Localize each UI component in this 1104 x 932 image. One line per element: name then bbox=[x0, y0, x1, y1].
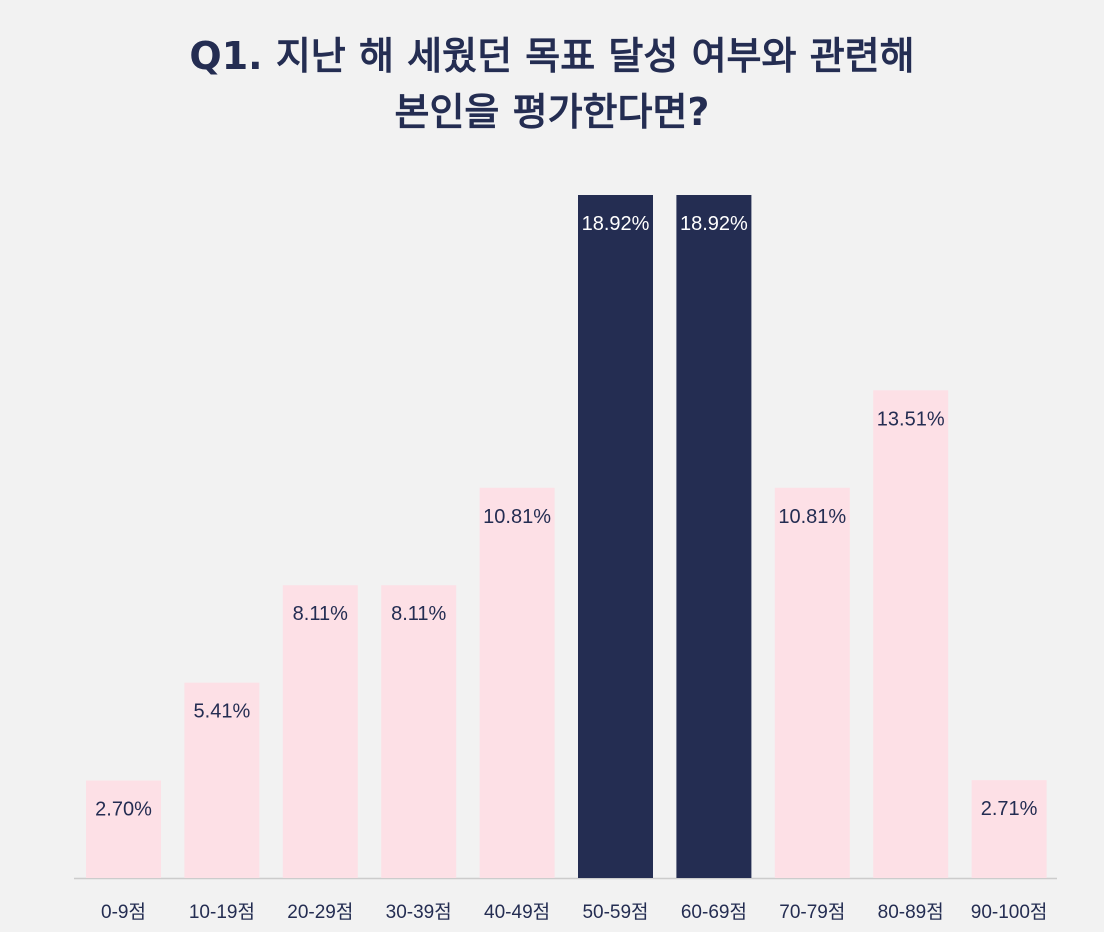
value-label-0-9점: 2.70% bbox=[95, 799, 152, 821]
bar-50-59점 bbox=[578, 195, 653, 878]
bar-70-79점 bbox=[774, 487, 850, 878]
bar-90-100점 bbox=[971, 780, 1047, 878]
category-label-90-100점: 90-100점 bbox=[971, 901, 1048, 923]
bar-80-89점 bbox=[873, 390, 949, 878]
value-label-80-89점: 13.51% bbox=[877, 408, 945, 430]
value-label-90-100점: 2.71% bbox=[981, 798, 1038, 820]
category-label-30-39점: 30-39점 bbox=[386, 901, 452, 923]
bar-30-39점 bbox=[381, 585, 457, 878]
category-label-10-19점: 10-19점 bbox=[189, 901, 255, 923]
category-label-60-69점: 60-69점 bbox=[681, 901, 747, 923]
value-label-20-29점: 8.11% bbox=[293, 603, 348, 625]
bar-10-19점 bbox=[184, 682, 260, 878]
value-label-40-49점: 10.81% bbox=[483, 506, 551, 528]
chart-title: Q1. 지난 해 세웠던 목표 달성 여부와 관련해 본인을 평가한다면? bbox=[0, 28, 1104, 140]
value-label-10-19점: 5.41% bbox=[194, 701, 251, 723]
chart-title-line-1: Q1. 지난 해 세웠던 목표 달성 여부와 관련해 bbox=[189, 34, 915, 78]
category-label-80-89점: 80-89점 bbox=[878, 901, 944, 923]
bar-40-49점 bbox=[479, 487, 555, 878]
value-label-60-69점: 18.92% bbox=[680, 213, 748, 235]
category-label-40-49점: 40-49점 bbox=[484, 901, 550, 923]
value-label-30-39점: 8.11% bbox=[391, 603, 446, 625]
category-label-0-9점: 0-9점 bbox=[101, 901, 146, 923]
bar-0-9점 bbox=[86, 780, 161, 878]
value-label-70-79점: 10.81% bbox=[778, 506, 846, 528]
value-label-50-59점: 18.92% bbox=[582, 213, 650, 235]
chart-title-line-2: 본인을 평가한다면? bbox=[394, 90, 710, 134]
category-label-50-59점: 50-59점 bbox=[582, 901, 648, 923]
bar-20-29점 bbox=[282, 585, 358, 878]
bar-60-69점 bbox=[676, 195, 752, 878]
category-label-70-79점: 70-79점 bbox=[779, 901, 845, 923]
category-label-20-29점: 20-29점 bbox=[287, 901, 353, 923]
